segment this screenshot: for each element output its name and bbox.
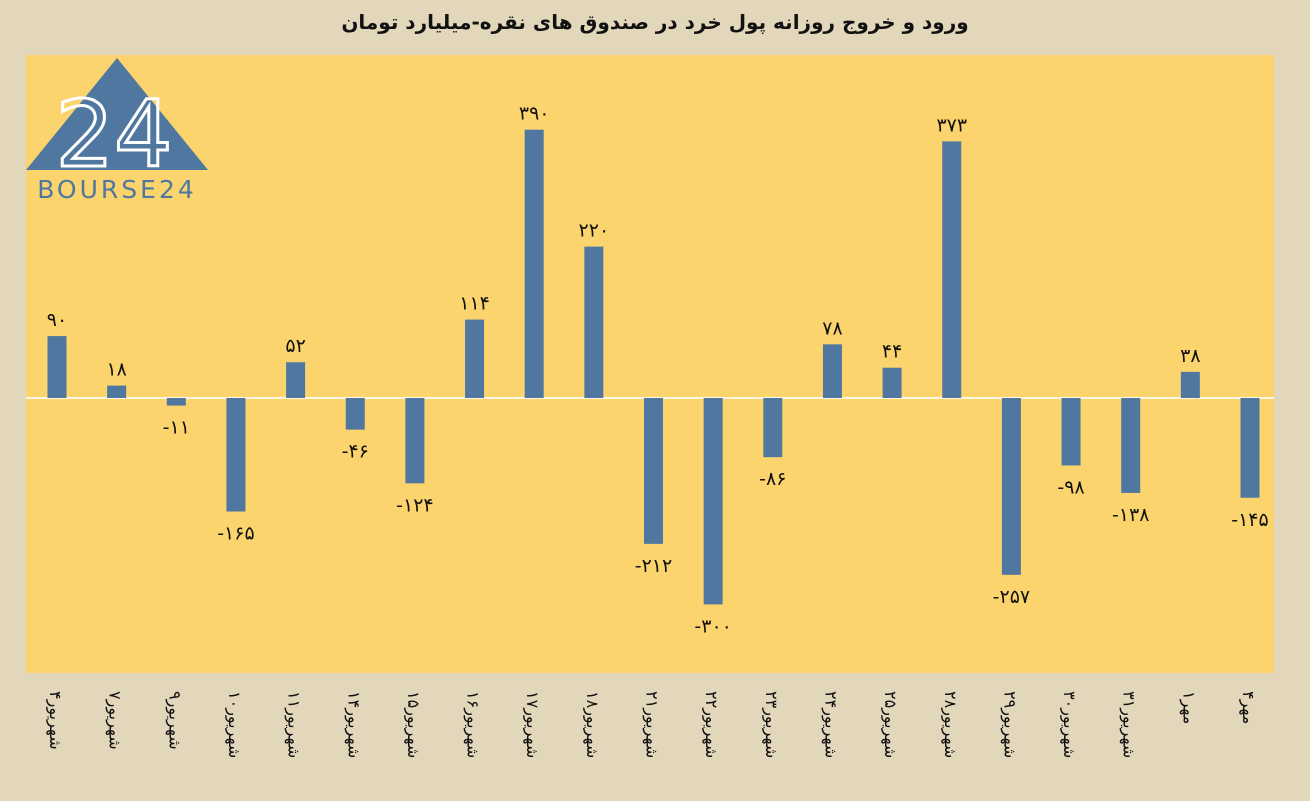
bar bbox=[166, 398, 186, 406]
x-tick-label: ۱مهر bbox=[1178, 691, 1198, 724]
data-label: -۲۵۷ bbox=[993, 586, 1030, 608]
plot-area: ۹۰ ۱۸ -۱۱ -۱۶۵ ۵۲ -۴۶ -۱۲۴ ۱۱۴ ۳۹۰ ۲۲۰ -۲۱۲ -۳۰۰ -۸۶… bbox=[26, 55, 1274, 673]
bar bbox=[1001, 398, 1021, 575]
bar bbox=[584, 246, 604, 398]
data-label: -۱۳۸ bbox=[1112, 504, 1149, 526]
bar bbox=[763, 398, 783, 458]
data-label: ۳۸ bbox=[1180, 345, 1200, 367]
data-label: ۲۲۰ bbox=[579, 220, 610, 242]
data-label: -۱۴۵ bbox=[1231, 509, 1268, 531]
logo-mark: 24 bbox=[55, 81, 172, 188]
x-tick-label: ۱۶شهریور bbox=[463, 691, 483, 758]
bar bbox=[226, 398, 246, 512]
x-tick-label: ۲۵شهریور bbox=[880, 691, 900, 758]
bar bbox=[47, 336, 67, 398]
data-label: -۱۶۵ bbox=[217, 523, 254, 545]
bar bbox=[345, 398, 365, 430]
x-tick-label: ۱۰شهریور bbox=[224, 691, 244, 758]
data-label: ۱۱۴ bbox=[459, 293, 490, 315]
bar bbox=[465, 319, 485, 398]
chart-title: ورود و خروج روزانه پول خرد در صندوق های … bbox=[341, 10, 969, 34]
bar bbox=[942, 141, 962, 398]
x-tick-label: ۴شهریور bbox=[45, 691, 65, 750]
x-axis: ۴شهریور ۷شهریور ۹شهریور ۱۰شهریور ۱۱شهریور ۱۴ش… bbox=[45, 691, 1258, 758]
bar bbox=[1180, 371, 1200, 398]
x-tick-label: ۹شهریور bbox=[164, 691, 184, 750]
bar bbox=[822, 344, 842, 398]
bar bbox=[1121, 398, 1141, 493]
bar bbox=[107, 385, 127, 398]
bar bbox=[1061, 398, 1081, 466]
x-tick-label: ۱۱شهریور bbox=[284, 691, 304, 758]
data-label: ۳۷۳ bbox=[936, 114, 967, 136]
data-label: -۴۶ bbox=[342, 441, 369, 463]
data-label: -۳۰۰ bbox=[694, 615, 731, 637]
x-tick-label: ۱۸شهریور bbox=[582, 691, 602, 758]
data-label: ۴۴ bbox=[882, 341, 902, 363]
bar bbox=[286, 362, 306, 398]
triangle-logo-icon: 24 BOURSE24 bbox=[26, 58, 208, 204]
x-tick-label: ۲۱شهریور bbox=[642, 691, 662, 758]
x-tick-label: ۱۷شهریور bbox=[522, 691, 542, 758]
bar bbox=[882, 367, 902, 398]
data-label: ۷۸ bbox=[822, 317, 842, 339]
data-label: ۱۸ bbox=[106, 359, 126, 381]
x-tick-label: ۴مهر bbox=[1238, 691, 1258, 724]
bar bbox=[703, 398, 723, 605]
bar bbox=[524, 129, 544, 398]
data-label: -۲۱۲ bbox=[635, 555, 672, 577]
x-tick-label: ۲۳شهریور bbox=[761, 691, 781, 758]
x-tick-label: ۳۰شهریور bbox=[1059, 691, 1079, 758]
bar bbox=[644, 398, 663, 544]
x-tick-label: ۱۵شهریور bbox=[403, 691, 423, 758]
x-tick-label: ۲۴شهریور bbox=[820, 691, 840, 758]
data-label: -۸۶ bbox=[759, 468, 786, 490]
data-label: -۹۸ bbox=[1057, 476, 1084, 498]
x-tick-label: ۲۸شهریور bbox=[940, 691, 960, 758]
data-label: -۱۲۴ bbox=[396, 494, 433, 516]
data-label: ۹۰ bbox=[47, 309, 67, 331]
x-tick-label: ۲۹شهریور bbox=[999, 691, 1019, 758]
x-tick-label: ۲۲شهریور bbox=[701, 691, 721, 758]
x-tick-label: ۷شهریور bbox=[105, 691, 125, 750]
bar bbox=[405, 398, 425, 484]
data-label: -۱۱ bbox=[163, 417, 190, 439]
data-label: ۵۲ bbox=[285, 335, 305, 357]
data-label: ۳۹۰ bbox=[519, 103, 550, 125]
bar-chart: ۹۰ ۱۸ -۱۱ -۱۶۵ ۵۲ -۴۶ -۱۲۴ ۱۱۴ ۳۹۰ ۲۲۰ -۲۱۲ -۳۰۰ -۸۶… bbox=[26, 103, 1274, 637]
x-tick-label: ۳۱شهریور bbox=[1119, 691, 1139, 758]
bar bbox=[1240, 398, 1260, 498]
x-tick-label: ۱۴شهریور bbox=[343, 691, 363, 758]
logo-text: BOURSE24 bbox=[37, 175, 197, 204]
